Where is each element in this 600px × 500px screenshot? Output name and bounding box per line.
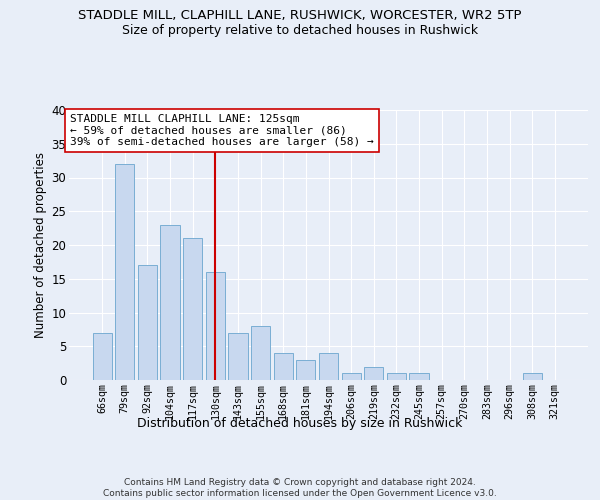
- Bar: [523, 373, 542, 380]
- Bar: [319, 353, 338, 380]
- Bar: [160, 225, 180, 380]
- Bar: [364, 366, 383, 380]
- Y-axis label: Number of detached properties: Number of detached properties: [34, 152, 47, 338]
- Bar: [115, 164, 134, 380]
- Bar: [206, 272, 225, 380]
- Bar: [387, 373, 406, 380]
- Bar: [274, 353, 293, 380]
- Bar: [296, 360, 316, 380]
- Text: Contains HM Land Registry data © Crown copyright and database right 2024.
Contai: Contains HM Land Registry data © Crown c…: [103, 478, 497, 498]
- Text: STADDLE MILL, CLAPHILL LANE, RUSHWICK, WORCESTER, WR2 5TP: STADDLE MILL, CLAPHILL LANE, RUSHWICK, W…: [78, 9, 522, 22]
- Bar: [341, 373, 361, 380]
- Text: Size of property relative to detached houses in Rushwick: Size of property relative to detached ho…: [122, 24, 478, 37]
- Bar: [229, 333, 248, 380]
- Bar: [138, 265, 157, 380]
- Bar: [251, 326, 270, 380]
- Bar: [92, 333, 112, 380]
- Bar: [183, 238, 202, 380]
- Bar: [409, 373, 428, 380]
- Text: Distribution of detached houses by size in Rushwick: Distribution of detached houses by size …: [137, 418, 463, 430]
- Text: STADDLE MILL CLAPHILL LANE: 125sqm
← 59% of detached houses are smaller (86)
39%: STADDLE MILL CLAPHILL LANE: 125sqm ← 59%…: [70, 114, 374, 147]
